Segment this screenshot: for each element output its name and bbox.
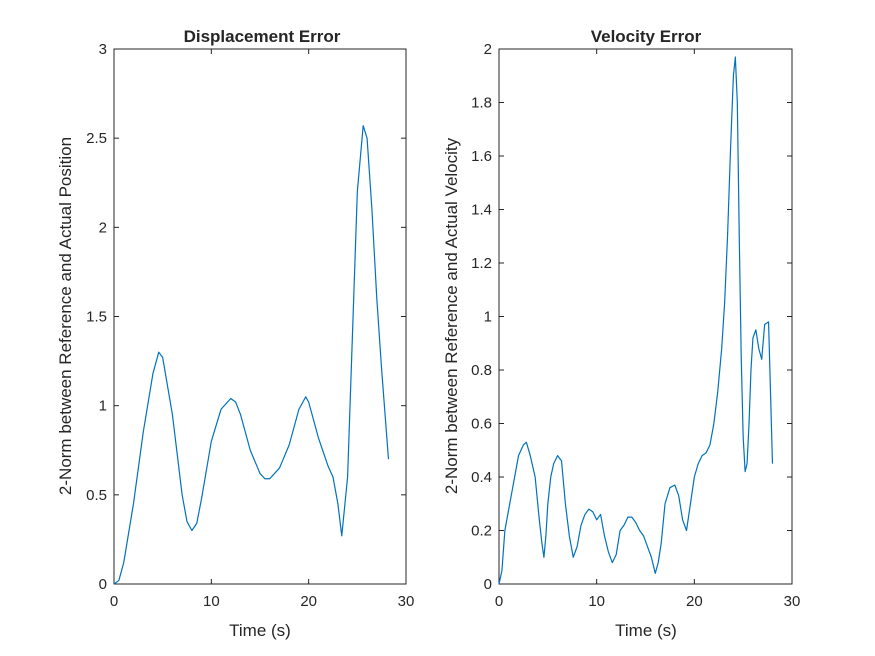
y-tick-label: 2.5 xyxy=(86,130,107,147)
series-line xyxy=(498,56,774,585)
y-tick-label: 3 xyxy=(99,41,107,58)
y-axis-label: 2-Norm between Reference and Actual Velo… xyxy=(442,137,461,494)
y-tick-label: 1 xyxy=(99,398,107,415)
chart-title: Velocity Error xyxy=(591,27,702,46)
tick-group: 0 10 20 30 0 0.5 1 1.5 2 2.5 3 xyxy=(86,41,414,610)
y-tick-label: 0 xyxy=(484,576,492,593)
y-tick-label: 1.2 xyxy=(471,255,492,272)
velocity-error-plot: Velocity Error 0 10 20 30 0 0.2 0.4 0.6 0.8 1 1.2 1… xyxy=(442,27,800,640)
series-line xyxy=(113,125,390,585)
y-tick-label: 0.6 xyxy=(471,416,492,433)
x-tick-label: 10 xyxy=(203,593,220,610)
y-tick-label: 0.4 xyxy=(471,469,492,486)
y-tick-label: 1.8 xyxy=(471,95,492,112)
y-tick-label: 0.5 xyxy=(86,487,107,504)
y-tick-label: 2 xyxy=(484,41,492,58)
y-tick-label: 2 xyxy=(99,219,107,236)
y-tick-label: 1.6 xyxy=(471,148,492,165)
x-tick-label: 20 xyxy=(300,593,317,610)
x-tick-label: 20 xyxy=(686,593,703,610)
y-axis-label: 2-Norm between Reference and Actual Posi… xyxy=(56,137,75,495)
chart-title: Displacement Error xyxy=(184,27,341,46)
y-tick-label: 0.8 xyxy=(471,362,492,379)
y-tick-label: 1 xyxy=(484,309,492,326)
x-tick-label: 30 xyxy=(398,593,415,610)
x-tick-label: 0 xyxy=(110,593,118,610)
tick-group: 0 10 20 30 0 0.2 0.4 0.6 0.8 1 1.2 1.4 1.6 1.8 2 xyxy=(471,41,800,610)
x-tick-label: 10 xyxy=(588,593,605,610)
y-tick-label: 0 xyxy=(99,576,107,593)
x-axis-label: Time (s) xyxy=(615,621,677,640)
y-tick-label: 0.2 xyxy=(471,523,492,540)
x-axis-label: Time (s) xyxy=(229,621,291,640)
x-tick-label: 30 xyxy=(784,593,801,610)
y-tick-label: 1.5 xyxy=(86,309,107,326)
x-tick-label: 0 xyxy=(495,593,503,610)
y-tick-label: 1.4 xyxy=(471,202,492,219)
displacement-error-plot: Displacement Error 0 10 20 3000.511.522.53 … xyxy=(56,27,414,640)
